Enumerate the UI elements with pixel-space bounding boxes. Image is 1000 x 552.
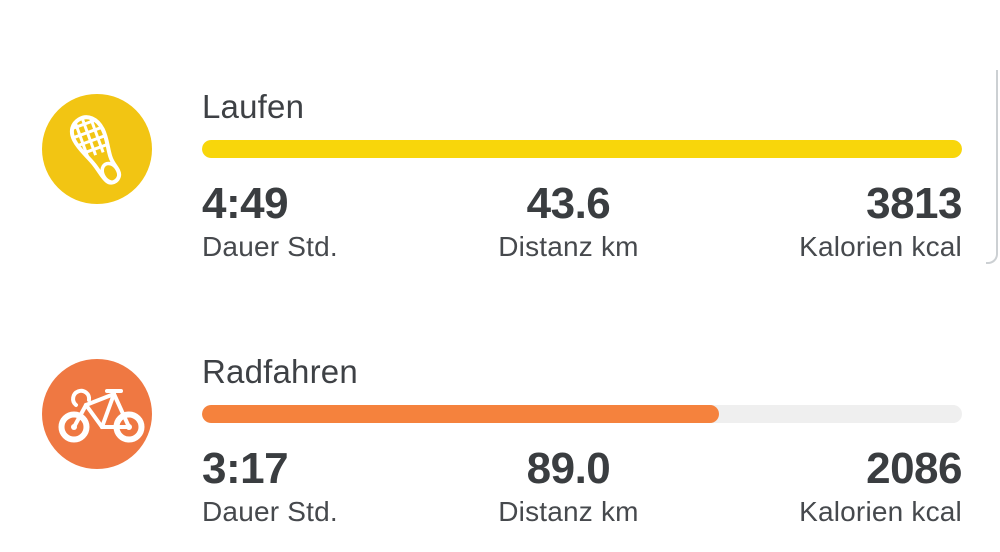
- stat-value: 3:17: [202, 444, 289, 493]
- progress-bar-track: [202, 405, 962, 423]
- stat-value: 43.6: [526, 179, 611, 228]
- stat-value: 4:49: [202, 179, 289, 228]
- progress-bar-fill: [202, 405, 719, 423]
- stat-label: Distanz km: [498, 231, 639, 262]
- right-edge-card-border: [986, 70, 998, 264]
- activity-title: Radfahren: [202, 353, 358, 390]
- activity-stats-row: 4:49 Dauer Std. 43.6 Distanz km 3813 Kal…: [202, 179, 962, 262]
- activity-title: Laufen: [202, 88, 305, 125]
- stat-duration: 4:49 Dauer Std.: [202, 179, 338, 262]
- stat-duration: 3:17 Dauer Std.: [202, 444, 338, 527]
- stat-value: 2086: [866, 444, 962, 493]
- stat-label: Kalorien kcal: [799, 231, 962, 262]
- progress-bar-fill: [202, 140, 962, 158]
- activity-card-laufen[interactable]: Laufen 4:49 Dauer Std. 43.6 Distanz km 3…: [0, 88, 1000, 328]
- running-shoe-icon: [42, 94, 152, 204]
- activity-card-radfahren[interactable]: Radfahren 3:17 Dauer Std. 89.0 Distanz k…: [0, 353, 1000, 552]
- stat-calories: 2086 Kalorien kcal: [799, 444, 962, 527]
- stat-calories: 3813 Kalorien kcal: [799, 179, 962, 262]
- stat-distance: 43.6 Distanz km: [498, 179, 639, 262]
- stat-label: Distanz km: [498, 496, 639, 527]
- stat-label: Dauer Std.: [202, 231, 338, 262]
- progress-bar-track: [202, 140, 962, 158]
- bicycle-icon: [42, 359, 152, 469]
- activity-stats-row: 3:17 Dauer Std. 89.0 Distanz km 2086 Kal…: [202, 444, 962, 527]
- stat-value: 89.0: [526, 444, 611, 493]
- stat-distance: 89.0 Distanz km: [498, 444, 639, 527]
- stat-value: 3813: [866, 179, 962, 228]
- stat-label: Kalorien kcal: [799, 496, 962, 527]
- stat-label: Dauer Std.: [202, 496, 338, 527]
